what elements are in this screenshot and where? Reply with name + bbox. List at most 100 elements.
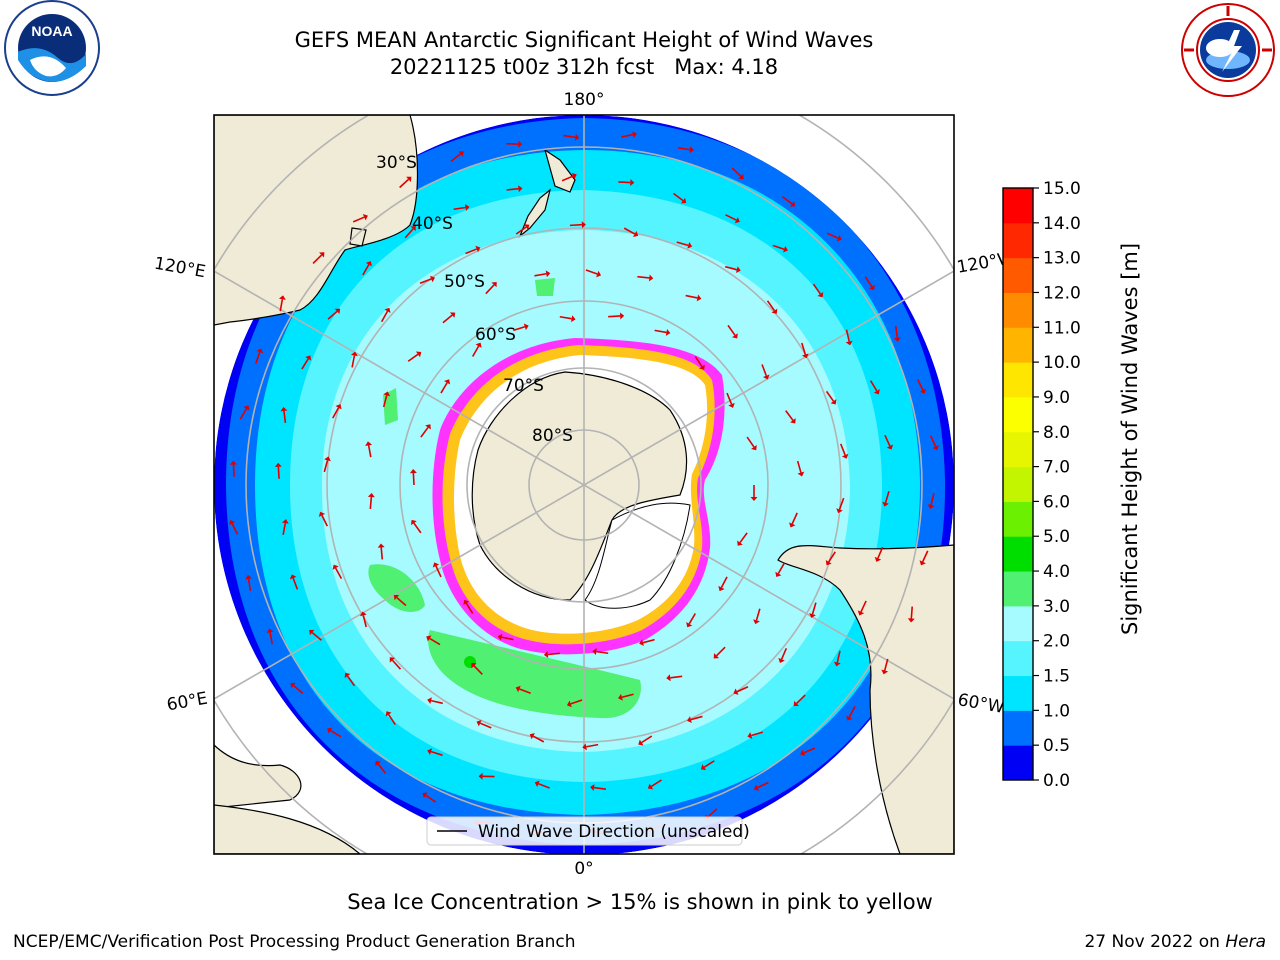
wave-direction-arrow — [618, 181, 631, 184]
wave-direction-arrow — [311, 631, 322, 641]
wave-direction-arrowhead — [309, 629, 315, 636]
wave-direction-arrowhead — [574, 133, 580, 141]
wave-direction-arrow — [593, 786, 607, 791]
colorbar-tick-label: 10.0 — [1043, 353, 1081, 373]
wave-direction-arrow — [547, 652, 560, 656]
wave-direction-arrowhead — [919, 388, 926, 394]
wave-direction-arrow — [351, 355, 356, 368]
wave-direction-arrow — [534, 272, 547, 277]
wave-direction-arrowhead — [305, 355, 312, 361]
wave-direction-arrow — [239, 408, 248, 420]
wave-direction-arrow — [621, 133, 634, 138]
wave-direction-arrowhead — [687, 241, 693, 249]
wave-direction-arrowhead — [350, 351, 358, 357]
wave-direction-arrow — [884, 490, 890, 503]
wave-direction-arrow — [292, 577, 299, 590]
wave-direction-arrowhead — [728, 402, 735, 408]
wave-direction-arrowhead — [836, 234, 842, 242]
antarctic-continent — [471, 371, 688, 601]
wave-direction-arrowhead — [290, 682, 296, 689]
wave-direction-arrowhead — [458, 151, 464, 157]
parallel-label-40s: 40°S — [412, 214, 453, 234]
colorbar-tick-label: 6.0 — [1043, 492, 1070, 512]
wave-direction-arrowhead — [256, 348, 264, 354]
colorbar-band — [1003, 188, 1033, 224]
svg-text:NOAA: NOAA — [31, 23, 72, 39]
wave-direction-arrow — [690, 715, 703, 721]
wave-direction-arrowhead — [243, 405, 250, 411]
wave-direction-arrowhead — [789, 201, 796, 207]
wave-direction-arrow — [231, 523, 239, 535]
colorbar-label: Significant Height of Wind Waves [m] — [1118, 242, 1142, 635]
wave-direction-arrowhead — [393, 595, 400, 601]
wave-direction-arrow — [694, 356, 703, 367]
wave-direction-arrow — [501, 636, 514, 641]
meridian-label-120e: 120°E — [153, 254, 207, 283]
colorbar-tick-label: 0.0 — [1043, 771, 1070, 791]
wave-direction-arrow — [642, 638, 655, 644]
parallel-label-70s: 70°S — [503, 376, 544, 396]
wave-direction-arrowhead — [696, 294, 702, 302]
wave-direction-arrow — [561, 175, 574, 182]
wave-direction-arrow — [471, 345, 480, 357]
wave-direction-arrowhead — [582, 743, 587, 751]
wave-direction-arrowhead — [732, 333, 738, 339]
wave-direction-arrow — [327, 310, 338, 320]
wave-direction-arrow — [811, 602, 817, 615]
wave-direction-arrowhead — [793, 700, 799, 707]
wave-direction-arrowhead — [771, 308, 778, 314]
wave-direction-arrowhead — [274, 462, 282, 468]
colorbar-tick-label: 3.0 — [1043, 597, 1070, 617]
wave-direction-arrow — [672, 192, 684, 202]
wave-direction-arrowhead — [571, 172, 577, 180]
wave-direction-arrow — [755, 608, 761, 621]
wave-direction-arrowhead — [630, 179, 635, 187]
wave-direction-arrowhead — [797, 471, 805, 477]
colorbar-band — [1003, 362, 1033, 398]
national-weather-service-logo — [1181, 3, 1275, 97]
wave-direction-arrow — [839, 443, 846, 456]
wave-direction-arrow — [703, 760, 715, 768]
wave-direction-arrow — [883, 658, 889, 671]
colorbar-band — [1003, 431, 1033, 468]
wave-direction-arrowhead — [718, 585, 725, 592]
wave-direction-arrowhead — [841, 453, 849, 459]
wave-direction-arrow — [404, 228, 414, 239]
wave-direction-arrowhead — [734, 216, 740, 224]
wave-direction-arrowhead — [857, 610, 865, 616]
wave-direction-arrowhead — [633, 230, 639, 237]
wave-direction-arrowhead — [874, 556, 882, 562]
wave-direction-arrow — [772, 244, 785, 250]
colorbar-tick-label: 14.0 — [1043, 214, 1081, 234]
wave-direction-arrowhead — [359, 611, 367, 617]
wave-direction-arrowhead — [475, 342, 482, 348]
colorbar: 15.0 14.0 13.0 12.0 11.0 10.0 9.0 8.0 7.0 6.0 5.0 4… — [1002, 179, 1081, 791]
wave-direction-arrow — [707, 808, 718, 818]
wave-direction-arrowhead — [335, 404, 342, 410]
wave-direction-arrow — [277, 466, 280, 479]
wave-direction-arrowhead — [801, 353, 809, 359]
wave-direction-arrow — [739, 532, 748, 544]
wave-direction-arrowhead — [327, 727, 333, 734]
wave-direction-arrowhead — [618, 693, 623, 701]
colorbar-tick-label: 1.5 — [1043, 667, 1070, 687]
wave-direction-arrow — [380, 547, 384, 560]
wave-direction-arrowhead — [581, 221, 586, 229]
wave-direction-arrowhead — [800, 749, 806, 757]
wave-direction-arrow — [715, 646, 726, 657]
colorbar-tick-label: 11.0 — [1043, 318, 1081, 338]
colorbar-band — [1003, 745, 1033, 781]
wave-direction-arrowhead — [245, 574, 253, 580]
wave-direction-arrowhead — [590, 784, 595, 792]
wave-direction-arrow — [362, 615, 367, 628]
wave-direction-arrowhead — [836, 508, 843, 514]
wave-direction-arrowhead — [278, 295, 286, 300]
wave-direction-arrowhead — [689, 146, 694, 154]
wave-direction-arrow — [301, 358, 309, 370]
footer-date: 27 Nov 2022 on Hera — [1084, 932, 1266, 952]
wave-direction-arrowhead — [518, 185, 523, 193]
wave-direction-arrowhead — [430, 275, 435, 283]
wave-direction-arrowhead — [638, 739, 644, 746]
wave-direction-arrow — [921, 550, 929, 563]
